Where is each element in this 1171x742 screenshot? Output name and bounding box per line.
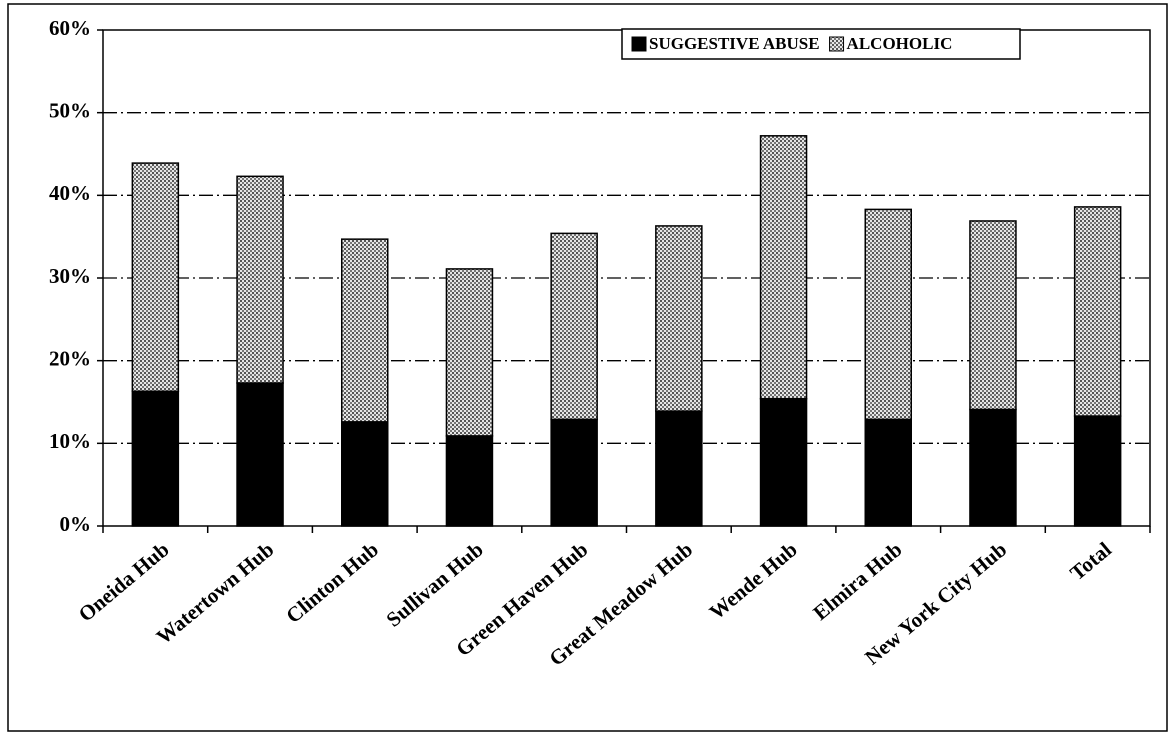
bar-segment: [236, 175, 284, 384]
y-tick-label: 10%: [49, 429, 91, 453]
y-tick-label: 0%: [60, 512, 92, 536]
bar-segment: [341, 238, 389, 423]
bar-segment: [236, 382, 284, 527]
bar-segment: [864, 208, 912, 421]
bar-segment: [550, 232, 598, 421]
x-tick-label: Wende Hub: [705, 537, 802, 624]
bar-segment: [1073, 415, 1122, 527]
legend: SUGGESTIVE ABUSE ALCOHOLIC: [621, 28, 1021, 60]
bar-segment: [1073, 206, 1122, 417]
y-tick-label: 40%: [49, 181, 91, 205]
bar-segment: [445, 268, 494, 437]
outer-border: [7, 3, 1168, 732]
legend-box: [621, 28, 1021, 60]
x-tick-label: Total: [1065, 537, 1116, 585]
y-tick-label: 20%: [49, 346, 91, 370]
y-tick-label: 50%: [49, 98, 91, 122]
bar-segment: [131, 390, 180, 527]
bar-segment: [550, 418, 598, 527]
x-tick-label: Oneida Hub: [74, 537, 174, 626]
bar-segment: [445, 435, 494, 527]
bar-segment: [864, 418, 912, 527]
legend-label: ALCOHOLIC: [847, 34, 953, 53]
legend-label: SUGGESTIVE ABUSE: [649, 34, 820, 53]
bar-segment: [655, 410, 703, 527]
x-tick-label: Sullivan Hub: [382, 537, 488, 632]
bar-segment: [759, 135, 808, 400]
bar-segment: [759, 397, 808, 527]
bar-segment: [969, 220, 1017, 411]
bar-segment: [341, 421, 389, 527]
y-tick-label: 30%: [49, 264, 91, 288]
y-tick-label: 60%: [49, 16, 91, 40]
legend-swatch: [631, 36, 647, 52]
x-tick-label: Elmira Hub: [808, 537, 906, 625]
bar-segment: [655, 225, 703, 412]
bar-segment: [131, 162, 180, 393]
x-tick-label: Clinton Hub: [281, 537, 383, 628]
bar-segment: [969, 408, 1017, 527]
legend-swatch: [829, 36, 845, 52]
